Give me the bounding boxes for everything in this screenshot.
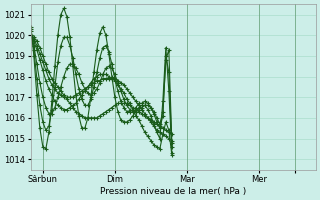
X-axis label: Pression niveau de la mer( hPa ): Pression niveau de la mer( hPa ) bbox=[100, 187, 246, 196]
